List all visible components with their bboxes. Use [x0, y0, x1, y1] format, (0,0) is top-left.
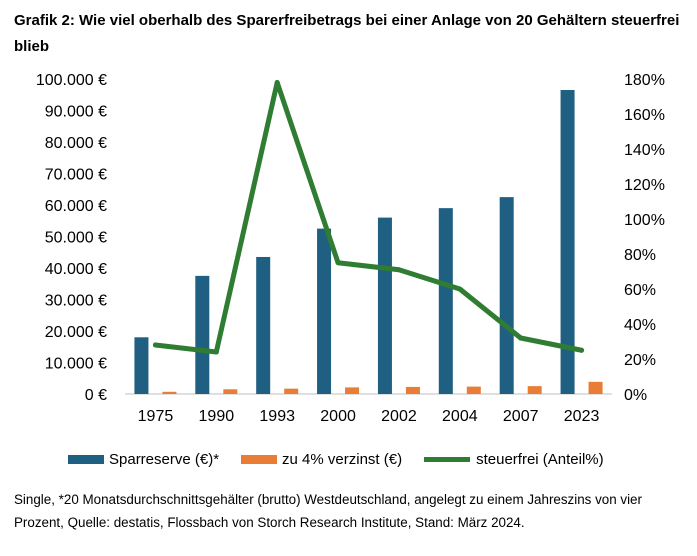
bar-verzinst: [466, 386, 481, 394]
x-tick-label: 1993: [259, 408, 295, 425]
x-tick-label: 2023: [564, 408, 600, 425]
bar-verzinst: [527, 386, 542, 394]
point-steuerfrei: [335, 260, 341, 266]
y-left-tick-label: 30.000 €: [45, 293, 107, 310]
x-tick-label: 2007: [503, 408, 539, 425]
y-left-tick-label: 10.000 €: [45, 356, 107, 373]
chart-footnote: Single, *20 Monatsdurchschnittsgehälter …: [14, 492, 642, 530]
legend-item: zu 4% verzinst (€): [241, 451, 402, 468]
bar-verzinst: [284, 388, 299, 394]
y-right-tick-label: 80%: [624, 247, 656, 264]
legend-label: Sparreserve (€)*: [109, 450, 220, 468]
y-left-tick-label: 60.000 €: [45, 198, 107, 215]
point-steuerfrei: [274, 80, 280, 85]
legend-line-swatch: [424, 456, 471, 462]
x-tick-label: 2004: [442, 408, 478, 425]
y-right-tick-label: 60%: [624, 282, 656, 299]
bar-sparreserve: [377, 217, 392, 394]
y-left-tick-label: 90.000 €: [45, 104, 107, 121]
x-tick-label: 2002: [381, 408, 417, 425]
y-right-tick-label: 0%: [624, 387, 647, 404]
bar-sparreserve: [560, 90, 575, 395]
legend-bar-swatch: [241, 454, 278, 464]
legend-item: Sparreserve (€)*: [68, 451, 219, 468]
point-steuerfrei: [518, 335, 524, 341]
bar-sparreserve: [438, 208, 453, 394]
legend-item: steuerfrei (Anteil%): [424, 451, 604, 468]
y-left-tick-label: 50.000 €: [45, 230, 107, 247]
bar-sparreserve: [256, 256, 271, 394]
point-steuerfrei: [579, 347, 585, 353]
bar-verzinst: [588, 381, 603, 394]
bar-verzinst: [405, 386, 420, 394]
y-right-tick-label: 100%: [624, 212, 665, 229]
x-tick-label: 1990: [199, 408, 235, 425]
y-right-tick-label: 160%: [624, 107, 665, 124]
x-tick-label: 1975: [138, 408, 174, 425]
y-left-tick-label: 70.000 €: [45, 167, 107, 184]
legend-label: steuerfrei (Anteil%): [476, 450, 604, 468]
bar-verzinst: [223, 389, 238, 394]
y-left-tick-label: 20.000 €: [45, 324, 107, 341]
point-steuerfrei: [213, 349, 219, 355]
y-left-tick-label: 80.000 €: [45, 135, 107, 152]
line-steuerfrei: [152, 80, 585, 355]
y-right-tick-label: 20%: [624, 352, 656, 369]
bar-sparreserve: [134, 337, 149, 394]
chart-legend: Sparreserve (€)* zu 4% verzinst (€) steuer…: [68, 447, 626, 471]
legend-label: zu 4% verzinst (€): [282, 450, 403, 468]
bar-sparreserve: [195, 275, 210, 394]
y-left-tick-label: 40.000 €: [45, 261, 107, 278]
point-steuerfrei: [457, 286, 463, 292]
chart-plot: 0 € 10.000 € 20.000 € 30.000 € 40.000 € 50.00…: [36, 72, 665, 425]
bar-sparreserve: [499, 197, 514, 394]
chart-title: Grafik 2: Wie viel oberhalb des Sparerfr…: [14, 12, 680, 55]
bar-verzinst: [345, 387, 360, 394]
y-left-tick-label: 100.000 €: [36, 72, 107, 89]
x-tick-label: 2000: [320, 408, 356, 425]
y-right-tick-label: 120%: [624, 177, 665, 194]
bar-verzinst: [162, 391, 177, 394]
bar-sparreserve: [317, 228, 332, 394]
y-right-tick-label: 40%: [624, 317, 656, 334]
point-steuerfrei: [396, 267, 402, 273]
legend-bar-swatch: [68, 454, 104, 464]
y-left-tick-label: 0 €: [85, 387, 107, 404]
point-steuerfrei: [152, 342, 158, 348]
y-right-tick-label: 180%: [624, 72, 665, 89]
y-right-tick-label: 140%: [624, 142, 665, 159]
